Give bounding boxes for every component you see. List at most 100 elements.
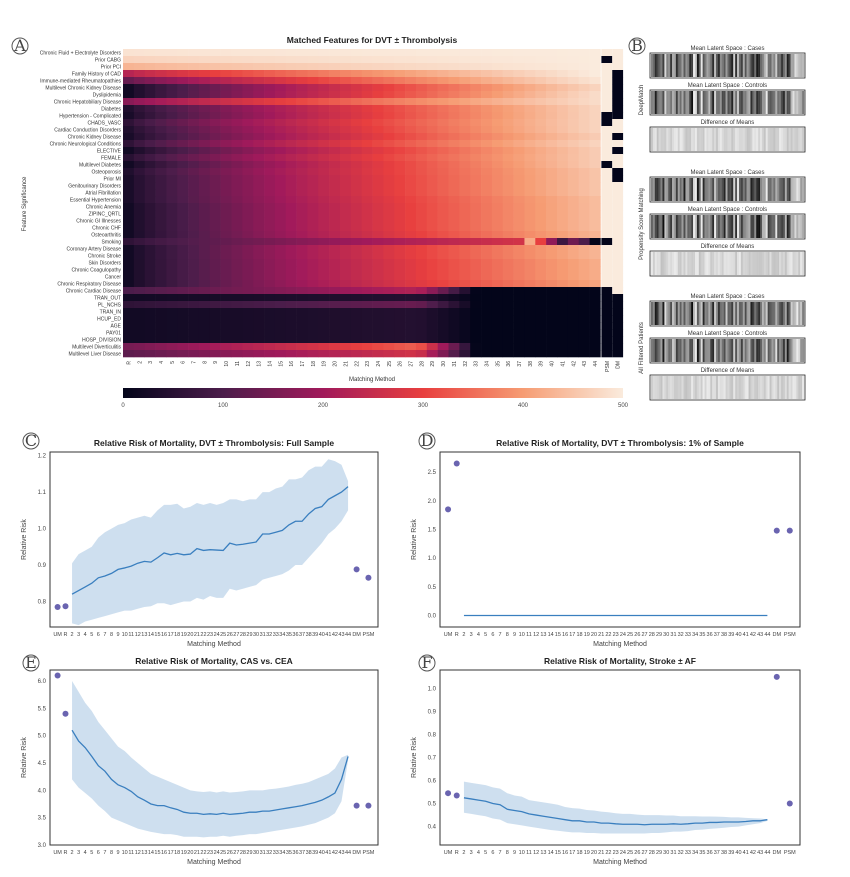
- heatmap-cell: [470, 322, 482, 330]
- x-tick-label: 37: [299, 632, 305, 638]
- heatmap-cell: [285, 252, 297, 260]
- heatmap-cell: [220, 280, 232, 288]
- latent-stripe: [725, 178, 728, 201]
- latent-stripe: [698, 178, 701, 201]
- latent-stripe: [714, 376, 717, 399]
- latent-stripe: [784, 215, 787, 238]
- heatmap-cell: [340, 112, 352, 120]
- plot-title: Relative Risk of Mortality, DVT ± Thromb…: [496, 438, 744, 448]
- x-tick-label: 25: [220, 632, 226, 638]
- heatmap-cell: [285, 343, 297, 351]
- latent-stripe: [750, 178, 753, 201]
- latent-stripe: [668, 302, 671, 325]
- latent-stripe: [691, 339, 694, 362]
- heatmap-cell: [264, 203, 276, 211]
- heatmap-cell: [415, 175, 428, 183]
- heatmap-cell: [329, 259, 341, 267]
- heatmap-cell: [123, 329, 135, 337]
- heatmap-cell: [220, 245, 232, 253]
- heatmap-row-label: Prior CABG: [95, 57, 121, 63]
- heatmap-cell: [394, 301, 406, 309]
- heatmap-cell: [535, 140, 547, 148]
- latent-stripe: [666, 252, 669, 275]
- heatmap-cell: [220, 287, 232, 295]
- y-axis-label: Relative Risk: [411, 519, 418, 560]
- heatmap-cell: [285, 217, 297, 225]
- heatmap-cell: [448, 322, 460, 330]
- heatmap-cell: [329, 266, 341, 274]
- heatmap-cell: [394, 203, 406, 211]
- heatmap-cell: [329, 105, 341, 113]
- latent-stripe: [685, 215, 688, 238]
- heatmap-cell: [350, 56, 362, 64]
- heatmap-cell: [231, 112, 243, 120]
- heatmap-row-label: Cancer: [105, 274, 121, 280]
- heatmap-cell: [405, 336, 417, 344]
- heatmap-cell-psm: [601, 63, 613, 71]
- heatmap-cell: [557, 245, 569, 253]
- latent-stripe: [666, 215, 669, 238]
- heatmap-cell: [329, 315, 341, 323]
- heatmap-cell: [513, 196, 525, 204]
- latent-stripe: [802, 91, 805, 114]
- heatmap-cell-psm: [601, 56, 613, 64]
- heatmap-cell: [166, 49, 178, 57]
- heatmap-cell: [350, 217, 362, 225]
- heatmap-cell: [383, 203, 395, 211]
- x-tick-label: 29: [656, 850, 662, 856]
- latent-stripe: [737, 376, 740, 399]
- heatmap-cell: [567, 196, 579, 204]
- heatmap-cell: [220, 301, 232, 309]
- latent-stripe: [721, 252, 724, 275]
- latent-stripe: [802, 54, 805, 77]
- heatmap-cell: [231, 287, 243, 295]
- heatmap-cell: [177, 280, 189, 288]
- heatmap-cell: [513, 161, 525, 169]
- heatmap-cell: [437, 189, 449, 197]
- heatmap-cell: [274, 273, 287, 281]
- x-tick-label: 26: [227, 850, 233, 856]
- latent-stripe: [763, 302, 766, 325]
- x-tick-label: 35: [699, 850, 705, 856]
- heatmap-cell: [502, 301, 514, 309]
- point-um: [54, 603, 61, 610]
- heatmap-cell-psm: [601, 329, 613, 337]
- heatmap-cell: [459, 266, 471, 274]
- x-tick-label: 21: [194, 850, 200, 856]
- heatmap-row-label: ELECTIVE: [97, 148, 122, 154]
- heatmap-cell: [394, 336, 406, 344]
- y-tick-label: 1.2: [38, 454, 47, 460]
- latent-stripe: [784, 339, 787, 362]
- latent-stripe: [656, 376, 659, 399]
- heatmap-cell-psm: [601, 308, 613, 316]
- heatmap-cell: [361, 182, 373, 190]
- heatmap-cell: [155, 140, 167, 148]
- latent-stripe: [790, 91, 793, 114]
- heatmap-cell: [578, 252, 590, 260]
- heatmap-cell: [589, 343, 601, 351]
- heatmap-cell: [383, 63, 395, 71]
- heatmap-cell: [177, 273, 189, 281]
- heatmap-cell: [405, 49, 417, 57]
- heatmap-cell: [123, 49, 135, 57]
- heatmap-cell: [578, 224, 590, 232]
- heatmap-cell: [589, 350, 601, 358]
- heatmap-cell: [123, 245, 135, 253]
- heatmap-cell: [123, 224, 135, 232]
- heatmap-cell: [188, 245, 200, 253]
- heatmap-cell: [546, 308, 558, 316]
- heatmap-cell: [589, 98, 601, 106]
- heatmap-cell: [253, 161, 265, 169]
- latent-stripe: [672, 178, 675, 201]
- heatmap-cell: [426, 224, 438, 232]
- heatmap-cell: [415, 168, 428, 176]
- heatmap-cell: [274, 287, 287, 295]
- heatmap-cell: [329, 308, 341, 316]
- heatmap-cell: [394, 70, 406, 78]
- latent-stripe: [681, 128, 684, 151]
- heatmap-cell: [198, 343, 211, 351]
- latent-stripe: [750, 302, 753, 325]
- heatmap-cell: [177, 294, 189, 302]
- latent-stripe: [658, 128, 661, 151]
- heatmap-cell: [264, 84, 276, 92]
